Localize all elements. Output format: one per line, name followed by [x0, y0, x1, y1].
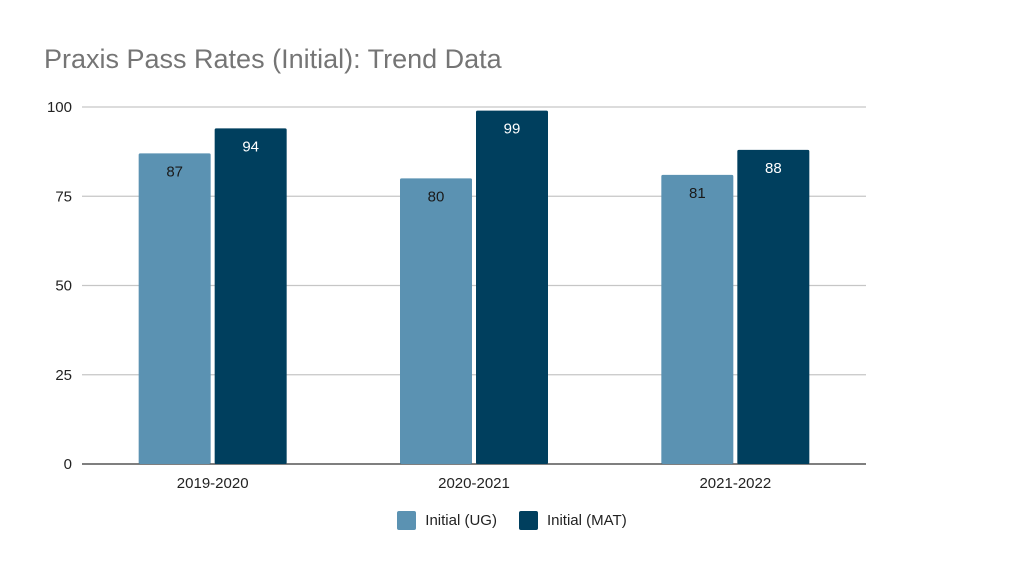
y-tick-label: 100 [47, 99, 72, 116]
bar [737, 149, 810, 464]
bar-value-label: 81 [689, 185, 706, 202]
x-axis-ticks: 2019-2020 2020-2021 2021-2022 [177, 475, 771, 492]
bar-value-label: 99 [504, 121, 521, 138]
legend: Initial (UG) Initial (MAT) [0, 511, 1024, 530]
bar [476, 110, 548, 464]
bar-value-label: 87 [166, 163, 183, 180]
bar [400, 178, 472, 464]
bars: 87 94 80 99 81 88 [138, 110, 810, 465]
legend-swatch [397, 511, 417, 530]
y-axis-ticks: 0 25 50 75 100 [47, 99, 72, 473]
bar [138, 153, 211, 464]
y-tick-label: 0 [64, 456, 72, 473]
y-tick-label: 75 [55, 188, 72, 205]
y-tick-label: 50 [55, 278, 72, 295]
legend-label: Initial (UG) [425, 512, 497, 529]
legend-item: Initial (UG) [397, 511, 497, 530]
bar-value-label: 94 [242, 138, 259, 155]
x-tick-label: 2021-2022 [699, 475, 771, 492]
x-tick-label: 2019-2020 [177, 475, 249, 492]
chart-title: Praxis Pass Rates (Initial): Trend Data [44, 44, 502, 74]
x-tick-label: 2020-2021 [438, 475, 510, 492]
bar [214, 128, 287, 465]
gridlines [82, 106, 866, 465]
bar-value-label: 88 [765, 160, 782, 177]
bar [661, 174, 734, 464]
legend-label: Initial (MAT) [546, 512, 627, 529]
legend-swatch [518, 511, 538, 530]
legend-item: Initial (MAT) [518, 511, 627, 530]
bar-value-label: 80 [428, 188, 445, 205]
y-tick-label: 25 [55, 367, 72, 384]
